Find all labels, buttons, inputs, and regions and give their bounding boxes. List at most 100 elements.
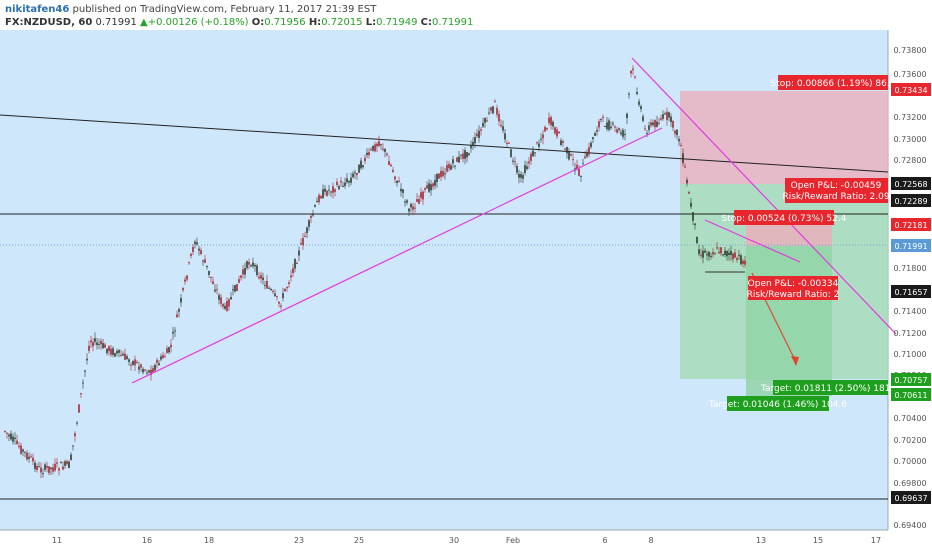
candle-body (270, 289, 272, 291)
candle-body (296, 263, 298, 265)
candle-body (730, 251, 732, 256)
price-axis-tick: 0.71200 (893, 329, 926, 338)
candle-body (194, 241, 196, 244)
candle-body (396, 180, 398, 183)
candle-body (646, 133, 648, 135)
time-axis[interactable] (0, 530, 888, 550)
candle-body (502, 126, 504, 131)
candle-body (16, 440, 18, 444)
small-trend-line[interactable] (704, 219, 801, 263)
price-tag (891, 388, 931, 401)
candle-body (584, 156, 586, 159)
candle-body (136, 361, 138, 363)
candle-body (402, 189, 404, 193)
candle-body (208, 270, 210, 275)
symbol-legend: FX:NZDUSD, 60 0.71991 ▲+0.00126 (+0.18%)… (5, 16, 473, 29)
candle-body (352, 173, 354, 178)
candle-body (390, 164, 392, 167)
candle-body (320, 196, 322, 199)
candle-body (540, 138, 542, 140)
candle-body (514, 161, 516, 163)
candle-body (642, 116, 644, 121)
candle-body (738, 254, 740, 257)
candle-body (350, 177, 352, 183)
candle-body (450, 165, 452, 170)
candle-body (258, 276, 260, 279)
open-pl-label-large[interactable]: Open P&L: -0.00459 Risk/Reward Ratio: 2.… (782, 178, 890, 203)
candle-body (166, 348, 168, 354)
candle-body (368, 152, 370, 156)
candle-body (614, 126, 616, 128)
candle-body (62, 466, 64, 470)
target-label-small[interactable]: Target: 0.01046 (1.46%) 104.6 (708, 396, 847, 411)
candle-body (324, 188, 326, 192)
candle-body (670, 116, 672, 123)
candle-body (20, 445, 22, 454)
candle-body (676, 129, 678, 136)
stop-zone-small[interactable] (746, 224, 832, 246)
candle-body (608, 120, 610, 130)
candle-body (708, 251, 710, 257)
candle-body (740, 255, 742, 265)
candle-body (42, 473, 44, 475)
stop-label-small[interactable]: Stop: 0.00524 (0.73%) 52.4 (722, 210, 847, 225)
candle-body (698, 249, 700, 255)
candle-body (386, 153, 388, 155)
candlesticks[interactable] (4, 65, 746, 479)
stop-label-large[interactable]: Stop: 0.00866 (1.19%) 86.6 (771, 75, 896, 90)
candle-body (496, 107, 498, 115)
candle-body (216, 289, 218, 291)
chart-header: nikitafen46 published on TradingView.com… (0, 0, 932, 30)
target-label-large[interactable]: Target: 0.01811 (2.50%) 181.1 (760, 380, 899, 395)
author-name[interactable]: nikitafen46 (5, 4, 70, 15)
candle-body (436, 173, 438, 182)
candle-body (606, 122, 608, 130)
price-chart[interactable]: Stop: 0.00866 (1.19%) 86.6 Open P&L: -0.… (0, 30, 932, 550)
candle-body (560, 140, 562, 145)
candle-body (286, 287, 288, 289)
candle-body (76, 422, 78, 424)
candle-body (382, 148, 384, 150)
candle-body (662, 114, 664, 119)
candle-body (410, 204, 412, 208)
open-pl-large-line2: Risk/Reward Ratio: 2.09 (782, 192, 889, 202)
target-zone-small[interactable] (746, 246, 832, 396)
candle-body (424, 188, 426, 190)
candle-body (520, 174, 522, 178)
stop-label-large-text: Stop: 0.00866 (1.19%) 86.6 (771, 79, 896, 89)
candle-body (180, 298, 182, 303)
candle-body (564, 148, 566, 150)
candle-body (32, 457, 34, 462)
candle-body (10, 433, 12, 440)
symbol-name[interactable]: FX:NZDUSD, 60 (5, 17, 93, 28)
time-axis-labels: 11 16 18 23 25 30 Feb 6 8 13 15 17 (52, 536, 881, 545)
resistance-trend-line[interactable] (0, 114, 889, 173)
candle-body (688, 192, 690, 194)
candle-body (440, 170, 442, 177)
candle-body (578, 168, 580, 176)
candle-body (256, 265, 258, 275)
candle-body (710, 255, 712, 257)
candle-body (654, 119, 656, 128)
candle-body (34, 462, 36, 469)
candle-body (124, 353, 126, 360)
candle-body (120, 355, 122, 357)
candle-body (618, 128, 620, 130)
candle-body (594, 133, 596, 136)
descending-trend-line[interactable] (631, 57, 897, 335)
price-axis-tick: 0.70400 (893, 414, 926, 423)
candle-body (240, 275, 242, 278)
ascending-trend-line[interactable] (131, 127, 663, 384)
candle-body (720, 247, 722, 254)
price-tag (891, 285, 931, 298)
candle-body (696, 236, 698, 244)
candle-body (200, 250, 202, 254)
candle-body (302, 237, 304, 246)
price-axis-tick: 0.70200 (893, 436, 926, 445)
stop-zone-large[interactable] (680, 91, 888, 184)
candle-body (212, 281, 214, 285)
candle-body (602, 116, 604, 118)
open-pl-label-small[interactable]: Open P&L: -0.00334 Risk/Reward Ratio: 2 (747, 276, 840, 300)
candle-body (508, 142, 510, 144)
candle-body (60, 461, 62, 464)
